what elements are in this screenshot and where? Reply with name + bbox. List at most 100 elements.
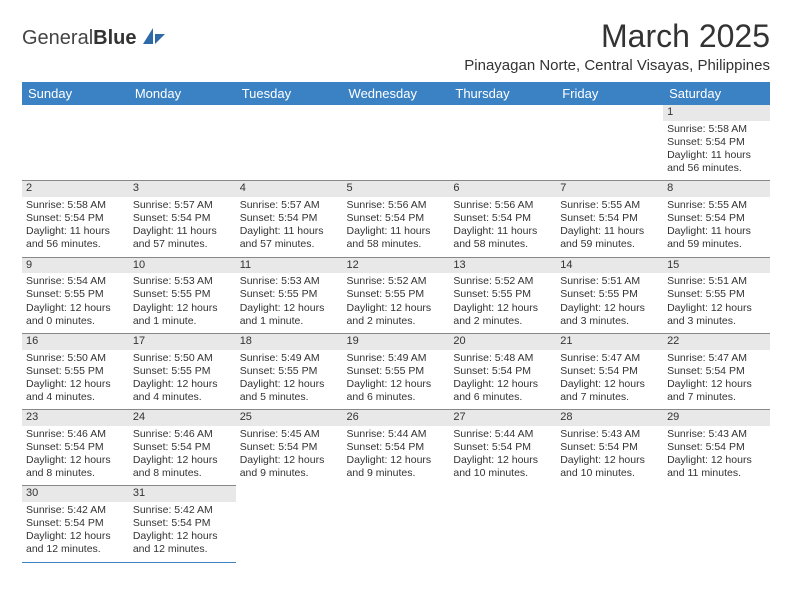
- col-monday: Monday: [129, 82, 236, 105]
- sunrise-text: Sunrise: 5:50 AM: [133, 352, 232, 365]
- sunset-text: Sunset: 5:55 PM: [240, 288, 339, 301]
- sunset-text: Sunset: 5:55 PM: [133, 365, 232, 378]
- calendar-cell: 29Sunrise: 5:43 AMSunset: 5:54 PMDayligh…: [663, 410, 770, 486]
- day-number: 13: [449, 258, 556, 274]
- col-wednesday: Wednesday: [343, 82, 450, 105]
- daylight-text: Daylight: 12 hours and 11 minutes.: [667, 454, 766, 480]
- calendar-cell: 23Sunrise: 5:46 AMSunset: 5:54 PMDayligh…: [22, 410, 129, 486]
- col-thursday: Thursday: [449, 82, 556, 105]
- daylight-text: Daylight: 12 hours and 3 minutes.: [667, 302, 766, 328]
- calendar-cell: 25 Sunrise: 5:45 AMSunset: 5:54 PMDayligh…: [236, 410, 343, 486]
- calendar-cell: 18Sunrise: 5:49 AMSunset: 5:55 PMDayligh…: [236, 333, 343, 409]
- sunset-text: Sunset: 5:54 PM: [26, 212, 125, 225]
- sunrise-text: Sunrise: 5:46 AM: [133, 428, 232, 441]
- calendar-cell-empty: [343, 486, 450, 562]
- daylight-text: Daylight: 12 hours and 10 minutes.: [560, 454, 659, 480]
- sunset-text: Sunset: 5:54 PM: [133, 517, 232, 530]
- sunset-text: Sunset: 5:55 PM: [667, 288, 766, 301]
- sunrise-text: Sunrise: 5:43 AM: [667, 428, 766, 441]
- sunset-text: Sunset: 5:55 PM: [240, 365, 339, 378]
- daylight-text: Daylight: 12 hours and 9 minutes.: [240, 454, 339, 480]
- day-number: 2: [22, 181, 129, 197]
- day-number: 24: [129, 410, 236, 426]
- calendar-cell-empty: [449, 105, 556, 181]
- sunrise-text: Sunrise: 5:44 AM: [347, 428, 446, 441]
- daylight-text: Daylight: 12 hours and 12 minutes.: [133, 530, 232, 556]
- day-number: 23: [22, 410, 129, 426]
- calendar-row: 9Sunrise: 5:54 AMSunset: 5:55 PMDaylight…: [22, 257, 770, 333]
- calendar-cell-empty: [22, 105, 129, 181]
- daylight-text: Daylight: 12 hours and 7 minutes.: [667, 378, 766, 404]
- calendar-cell: 24Sunrise: 5:46 AMSunset: 5:54 PMDayligh…: [129, 410, 236, 486]
- calendar-row: 2Sunrise: 5:58 AMSunset: 5:54 PMDaylight…: [22, 181, 770, 257]
- day-number: 6: [449, 181, 556, 197]
- sunset-text: Sunset: 5:54 PM: [667, 365, 766, 378]
- day-number: 25: [236, 410, 343, 426]
- sunrise-text: Sunrise: 5:52 AM: [453, 275, 552, 288]
- daylight-text: Daylight: 11 hours and 58 minutes.: [453, 225, 552, 251]
- daylight-text: Daylight: 12 hours and 10 minutes.: [453, 454, 552, 480]
- calendar-cell-empty: [343, 105, 450, 181]
- logo-word1: General: [22, 27, 93, 49]
- daylight-text: Daylight: 12 hours and 6 minutes.: [347, 378, 446, 404]
- day-number: 8: [663, 181, 770, 197]
- title-block: March 2025 Pinayagan Norte, Central Visa…: [464, 18, 770, 74]
- calendar-cell-empty: [129, 105, 236, 181]
- calendar-cell-empty: [236, 105, 343, 181]
- sunset-text: Sunset: 5:54 PM: [26, 517, 125, 530]
- day-number: 31: [129, 486, 236, 502]
- sunrise-text: Sunrise: 5:54 AM: [26, 275, 125, 288]
- calendar-cell: 30Sunrise: 5:42 AMSunset: 5:54 PMDayligh…: [22, 486, 129, 562]
- calendar-row: 30Sunrise: 5:42 AMSunset: 5:54 PMDayligh…: [22, 486, 770, 562]
- calendar-cell: 21Sunrise: 5:47 AMSunset: 5:54 PMDayligh…: [556, 333, 663, 409]
- sunrise-text: Sunrise: 5:45 AM: [240, 428, 339, 441]
- calendar-cell-empty: [556, 486, 663, 562]
- calendar-cell: 5Sunrise: 5:56 AMSunset: 5:54 PMDaylight…: [343, 181, 450, 257]
- calendar-cell-empty: [556, 105, 663, 181]
- sail-icon: [141, 26, 167, 51]
- day-number: 20: [449, 334, 556, 350]
- sunrise-text: Sunrise: 5:51 AM: [667, 275, 766, 288]
- sunset-text: Sunset: 5:54 PM: [667, 441, 766, 454]
- calendar-cell-empty: [449, 486, 556, 562]
- calendar-cell: 27Sunrise: 5:44 AMSunset: 5:54 PMDayligh…: [449, 410, 556, 486]
- sunset-text: Sunset: 5:54 PM: [560, 365, 659, 378]
- day-number: 12: [343, 258, 450, 274]
- daylight-text: Daylight: 12 hours and 2 minutes.: [347, 302, 446, 328]
- sunrise-text: Sunrise: 5:44 AM: [453, 428, 552, 441]
- sunrise-text: Sunrise: 5:53 AM: [240, 275, 339, 288]
- daylight-text: Daylight: 12 hours and 4 minutes.: [26, 378, 125, 404]
- daylight-text: Daylight: 12 hours and 5 minutes.: [240, 378, 339, 404]
- sunset-text: Sunset: 5:54 PM: [453, 212, 552, 225]
- day-number: 15: [663, 258, 770, 274]
- sunrise-text: Sunrise: 5:48 AM: [453, 352, 552, 365]
- sunset-text: Sunset: 5:55 PM: [560, 288, 659, 301]
- day-number: 11: [236, 258, 343, 274]
- col-tuesday: Tuesday: [236, 82, 343, 105]
- sunrise-text: Sunrise: 5:57 AM: [240, 199, 339, 212]
- logo-text: GeneralBlue: [22, 27, 137, 50]
- day-number: 10: [129, 258, 236, 274]
- daylight-text: Daylight: 12 hours and 6 minutes.: [453, 378, 552, 404]
- calendar-cell-empty: [663, 486, 770, 562]
- sunset-text: Sunset: 5:55 PM: [347, 365, 446, 378]
- calendar-row: 23Sunrise: 5:46 AMSunset: 5:54 PMDayligh…: [22, 410, 770, 486]
- sunset-text: Sunset: 5:54 PM: [347, 212, 446, 225]
- sunrise-text: Sunrise: 5:53 AM: [133, 275, 232, 288]
- calendar-cell: 1Sunrise: 5:58 AMSunset: 5:54 PMDaylight…: [663, 105, 770, 181]
- sunrise-text: Sunrise: 5:49 AM: [240, 352, 339, 365]
- day-number: 5: [343, 181, 450, 197]
- daylight-text: Daylight: 11 hours and 59 minutes.: [560, 225, 659, 251]
- daylight-text: Daylight: 11 hours and 56 minutes.: [667, 149, 766, 175]
- daylight-text: Daylight: 12 hours and 8 minutes.: [133, 454, 232, 480]
- daylight-text: Daylight: 11 hours and 57 minutes.: [133, 225, 232, 251]
- day-number: 16: [22, 334, 129, 350]
- calendar-cell: 11Sunrise: 5:53 AMSunset: 5:55 PMDayligh…: [236, 257, 343, 333]
- sunset-text: Sunset: 5:54 PM: [240, 441, 339, 454]
- daylight-text: Daylight: 12 hours and 12 minutes.: [26, 530, 125, 556]
- sunset-text: Sunset: 5:54 PM: [240, 212, 339, 225]
- sunset-text: Sunset: 5:55 PM: [26, 365, 125, 378]
- day-number: 19: [343, 334, 450, 350]
- sunset-text: Sunset: 5:54 PM: [347, 441, 446, 454]
- day-number: 22: [663, 334, 770, 350]
